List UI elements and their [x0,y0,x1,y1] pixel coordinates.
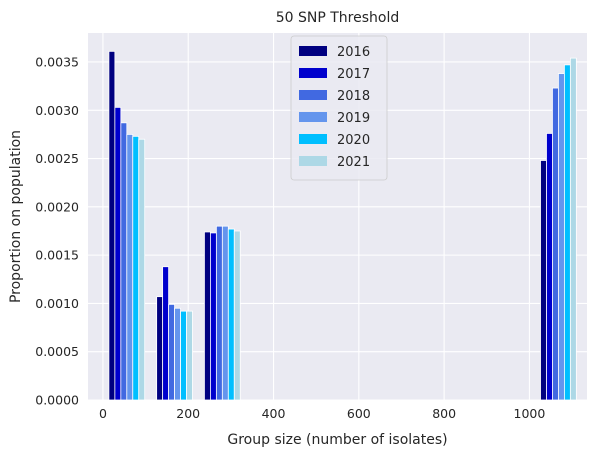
bar-2016-group-2 [156,296,164,401]
bar-2021-group-3 [233,230,241,401]
legend-label-2021: 2021 [337,155,370,170]
bar-2017-group-3 [210,232,217,401]
y-tick-label: 0.0020 [35,199,79,214]
y-tick-label: 0.0000 [35,393,79,408]
legend-label-2020: 2020 [337,133,370,148]
x-tick-label: 400 [262,406,286,421]
bar-2016-group-4 [540,160,547,401]
x-tick-label: 600 [347,406,371,421]
y-tick-label: 0.0030 [35,103,79,118]
bar-2016-group-3 [204,231,211,401]
legend-swatch-2019 [299,112,327,122]
bar-2018-group-4 [552,87,559,401]
x-tick-label: 1000 [514,406,546,421]
bar-2016-group-1 [108,50,116,401]
chart-title: 50 SNP Threshold [276,10,400,26]
bar-2018-group-2 [168,303,175,401]
bar-2021-group-4 [569,57,577,401]
bar-2017-group-4 [546,133,553,401]
legend-label-2019: 2019 [337,111,370,126]
legend-swatch-2021 [299,156,327,166]
bar-2020-group-4 [563,64,571,401]
x-axis-title: Group size (number of isolates) [227,432,447,448]
bar-2019-group-3 [221,225,229,401]
legend-swatch-2018 [299,90,327,100]
y-tick-label: 0.0035 [35,54,79,69]
legend-swatch-2016 [299,46,327,56]
bar-2019-group-1 [126,134,134,401]
bar-2017-group-2 [162,266,170,401]
bars [108,50,577,401]
y-axis-title: Proportion on population [8,130,24,303]
bar-2017-group-1 [114,106,122,401]
legend-label-2018: 2018 [337,89,370,104]
bar-2021-group-2 [186,310,193,401]
y-tick-label: 0.0010 [35,296,79,311]
bar-2019-group-2 [174,307,181,401]
legend: 2016 2017 2018 2019 2020 2021 [290,35,388,181]
legend-label-2017: 2017 [337,67,370,82]
bar-2020-group-3 [227,228,235,401]
legend-swatch-2017 [299,68,327,78]
x-tick-label: 0 [99,406,107,421]
bar-2020-group-2 [180,310,187,401]
y-tick-label: 0.0015 [35,248,79,263]
x-tick-label: 800 [432,406,456,421]
y-tick-label: 0.0005 [35,344,79,359]
y-tick-label: 0.0025 [35,151,79,166]
x-tick-label: 200 [176,406,200,421]
bar-2020-group-1 [132,135,140,401]
bar-2018-group-3 [215,225,223,401]
y-axis-ticks: 0.0000 0.0005 0.0010 0.0015 0.0020 0.0025 0.00… [35,54,79,407]
legend-label-2016: 2016 [337,45,370,60]
bar-2021-group-1 [138,138,146,401]
bar-2019-group-4 [558,73,565,401]
bar-2018-group-1 [120,122,128,401]
legend-swatch-2020 [299,134,327,144]
x-axis-ticks: 0 200 400 600 800 1000 [99,406,545,421]
